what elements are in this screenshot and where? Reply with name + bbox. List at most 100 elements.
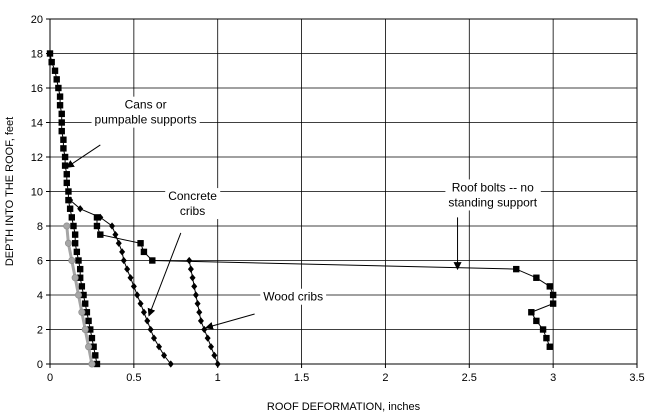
series-roof_bolts_far [93, 214, 557, 350]
data-point-roof_bolts_far [149, 257, 156, 264]
data-point-roof_bolts [70, 222, 77, 230]
data-point-roof_bolts_far [546, 283, 553, 290]
series-line-roof_bolts [49, 53, 98, 365]
y-tick-label: 2 [37, 325, 43, 337]
data-point-roof_bolts [56, 102, 64, 109]
data-point-roof_bolts [51, 67, 59, 74]
y-tick-label: 4 [37, 290, 43, 302]
y-tick-label: 12 [31, 152, 43, 164]
data-point-roof_bolts [48, 58, 55, 66]
data-point-wood_cribs [197, 317, 204, 325]
data-point-wood_cribs [204, 334, 211, 342]
annotation-text: standing support [448, 195, 537, 209]
series-roof_bolts [46, 50, 101, 368]
series-layer [46, 50, 557, 368]
annotation-text: Cans or [125, 98, 167, 112]
data-point-roof_bolts [53, 76, 60, 83]
x-tick-labels: 0 0.5 1 1.5 2 2.5 3 3.5 [47, 372, 645, 384]
data-point-roof_bolts_far [549, 300, 557, 307]
y-tick-label: 0 [37, 359, 43, 371]
data-point-roof_bolts_far [93, 222, 101, 230]
data-point-concrete_cribs [137, 300, 144, 308]
data-point-concrete_cribs [156, 343, 163, 351]
data-point-roof_bolts [73, 248, 81, 256]
x-tick-label: 2.5 [462, 372, 477, 384]
annotation-text: cribs [180, 204, 205, 218]
data-point-roof_bolts [55, 84, 62, 92]
data-point-wood_cribs [214, 360, 221, 368]
data-point-roof_bolts [61, 162, 69, 169]
x-tick-label: 0.5 [126, 372, 141, 384]
data-point-wood_cribs [192, 291, 199, 299]
data-point-cans [68, 256, 76, 264]
data-point-roof_bolts_far [97, 231, 104, 238]
y-tick-label: 20 [31, 14, 43, 26]
data-point-roof_bolts [65, 188, 72, 195]
data-point-wood_cribs [191, 282, 198, 290]
data-point-roof_bolts [71, 240, 79, 247]
data-point-roof_bolts [58, 119, 65, 126]
data-point-roof_bolts_far [533, 274, 540, 281]
data-point-concrete_cribs [161, 351, 168, 359]
data-point-cans [71, 274, 79, 282]
data-point-concrete_cribs [112, 231, 119, 239]
data-point-roof_bolts [83, 309, 91, 316]
y-tick-label: 14 [31, 118, 43, 130]
data-point-cans [63, 222, 71, 230]
annotation-text: pumpable supports [95, 113, 197, 127]
data-point-concrete_cribs [134, 291, 141, 299]
x-tick-label: 3 [550, 372, 556, 384]
data-point-roof_bolts [75, 257, 82, 264]
annotation-arrow [147, 232, 182, 317]
y-tick-label: 6 [37, 256, 43, 268]
grid [46, 18, 638, 368]
data-point-roof_bolts [78, 283, 86, 290]
data-point-roof_bolts [92, 352, 99, 359]
data-point-concrete_cribs [67, 196, 74, 204]
series-concrete_cribs [67, 196, 174, 368]
data-point-roof_bolts [93, 360, 101, 368]
annotation-bg [260, 288, 327, 305]
data-point-concrete_cribs [147, 325, 154, 334]
data-point-concrete_cribs [124, 265, 131, 273]
data-point-roof_bolts [61, 153, 69, 161]
annotation-text: Concrete [168, 189, 217, 203]
y-tick-label: 8 [37, 221, 43, 233]
annotation-arrow [205, 313, 255, 330]
x-tick-label: 0 [47, 372, 53, 384]
data-point-roof_bolts_far [528, 309, 535, 316]
data-point-roof_bolts [76, 265, 84, 273]
data-point-cans [81, 325, 89, 333]
series-cans [63, 222, 96, 368]
data-point-wood_cribs [208, 343, 215, 351]
data-point-roof_bolts [76, 274, 84, 281]
y-tick-label: 16 [31, 83, 43, 95]
data-point-roof_bolts_far [93, 214, 101, 221]
x-tick-label: 1.5 [294, 372, 309, 384]
data-point-roof_bolts [63, 179, 70, 187]
annotation-bg [165, 188, 221, 220]
x-axis-title: ROOF DEFORMATION, inches [267, 401, 421, 413]
data-point-wood_cribs [196, 308, 203, 316]
data-point-concrete_cribs [150, 334, 157, 342]
data-point-wood_cribs [186, 256, 193, 265]
data-point-concrete_cribs [77, 205, 84, 213]
data-point-cans [64, 239, 72, 247]
data-point-roof_bolts_far [543, 334, 550, 342]
annotation-bg [91, 96, 200, 128]
data-point-concrete_cribs [140, 308, 147, 316]
data-point-cans [75, 291, 83, 299]
x-tick-label: 3.5 [629, 372, 644, 384]
data-point-roof_bolts_far [513, 265, 520, 273]
data-point-concrete_cribs [109, 222, 116, 230]
data-point-wood_cribs [201, 325, 208, 334]
data-point-roof_bolts [58, 127, 65, 135]
annotation-text: Roof bolts -- no [452, 180, 534, 194]
data-point-concrete_cribs [127, 274, 134, 282]
data-point-roof_bolts [88, 334, 96, 342]
data-point-roof_bolts [60, 136, 67, 143]
